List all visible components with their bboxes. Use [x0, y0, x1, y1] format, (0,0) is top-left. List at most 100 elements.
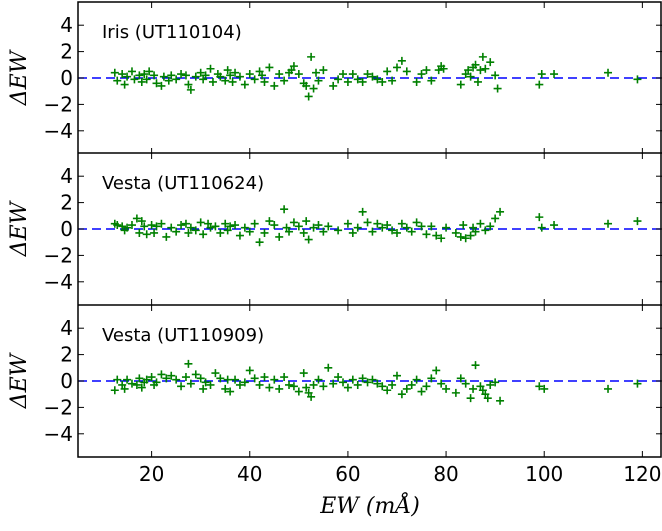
y-tick-label: 2 — [60, 191, 73, 215]
data-point — [535, 382, 544, 391]
data-point — [343, 77, 352, 86]
data-point — [226, 71, 235, 80]
data-point — [132, 380, 141, 389]
data-point — [196, 218, 205, 227]
data-point — [265, 217, 274, 226]
data-point — [471, 361, 480, 370]
data-point — [265, 63, 274, 72]
data-point — [604, 219, 613, 228]
data-point — [353, 75, 362, 84]
data-point — [226, 387, 235, 396]
data-point — [348, 228, 357, 237]
data-point — [319, 227, 328, 236]
data-point — [152, 222, 161, 231]
data-point — [270, 81, 279, 90]
data-point — [535, 213, 544, 222]
data-point — [483, 394, 492, 403]
y-tick-label: −2 — [44, 243, 73, 267]
data-point — [120, 80, 129, 89]
data-point — [123, 72, 132, 81]
data-point — [309, 223, 318, 232]
data-point — [537, 70, 546, 79]
data-point — [339, 378, 348, 387]
data-point — [172, 375, 181, 384]
data-point — [309, 84, 318, 93]
data-point — [240, 80, 249, 89]
data-point — [275, 232, 284, 241]
data-point — [334, 373, 343, 382]
data-point — [604, 68, 613, 77]
data-point — [191, 370, 200, 379]
data-point — [481, 226, 490, 235]
data-point — [255, 380, 264, 389]
data-point — [471, 227, 480, 236]
data-point — [294, 387, 303, 396]
y-tick-label: 4 — [60, 316, 73, 340]
x-tick-label: 100 — [525, 462, 563, 486]
data-point — [159, 72, 168, 81]
data-point — [432, 366, 441, 375]
data-point — [466, 72, 475, 81]
data-point — [167, 371, 176, 380]
data-point — [437, 379, 446, 388]
data-point — [304, 235, 313, 244]
data-point — [199, 384, 208, 393]
x-tick-label: 120 — [623, 462, 661, 486]
data-point — [113, 76, 122, 85]
data-point — [368, 375, 377, 384]
data-point — [314, 375, 323, 384]
data-point — [314, 76, 323, 85]
data-point — [196, 374, 205, 383]
data-point — [152, 378, 161, 387]
y-tick-label: 0 — [60, 369, 73, 393]
data-point — [358, 77, 367, 86]
data-point — [392, 63, 401, 72]
data-point — [422, 230, 431, 239]
data-point — [461, 379, 470, 388]
data-point — [334, 226, 343, 235]
data-point — [120, 384, 129, 393]
data-point — [412, 218, 421, 227]
data-point — [186, 379, 195, 388]
data-point — [201, 378, 210, 387]
data-point — [294, 70, 303, 79]
y-tick-label: −4 — [44, 422, 73, 446]
y-tick-label: 2 — [60, 343, 73, 367]
data-point — [196, 68, 205, 77]
data-point — [275, 70, 284, 79]
data-point — [231, 68, 240, 77]
data-point — [157, 370, 166, 379]
data-point — [285, 227, 294, 236]
data-point — [334, 75, 343, 84]
data-point — [250, 75, 259, 84]
data-point — [407, 227, 416, 236]
data-point — [451, 388, 460, 397]
data-point — [211, 369, 220, 378]
data-point — [451, 228, 460, 237]
y-tick-label: −4 — [44, 270, 73, 294]
data-point — [260, 228, 269, 237]
data-point — [177, 382, 186, 391]
data-point — [285, 380, 294, 389]
data-point — [137, 77, 146, 86]
y-axis-title: ΔEW — [7, 351, 32, 409]
data-point — [353, 380, 362, 389]
data-point — [240, 223, 249, 232]
y-tick-label: −2 — [44, 395, 73, 419]
data-point — [152, 79, 161, 88]
data-point — [329, 379, 338, 388]
data-point — [373, 75, 382, 84]
data-point — [235, 231, 244, 240]
data-point — [388, 380, 397, 389]
data-point — [206, 223, 215, 232]
data-point — [172, 75, 181, 84]
data-point — [142, 230, 151, 239]
data-point — [275, 384, 284, 393]
data-point — [302, 383, 311, 392]
data-point — [250, 374, 259, 383]
data-point — [496, 207, 505, 216]
data-point — [427, 374, 436, 383]
data-point — [378, 77, 387, 86]
data-point — [127, 67, 136, 76]
data-point — [221, 384, 230, 393]
